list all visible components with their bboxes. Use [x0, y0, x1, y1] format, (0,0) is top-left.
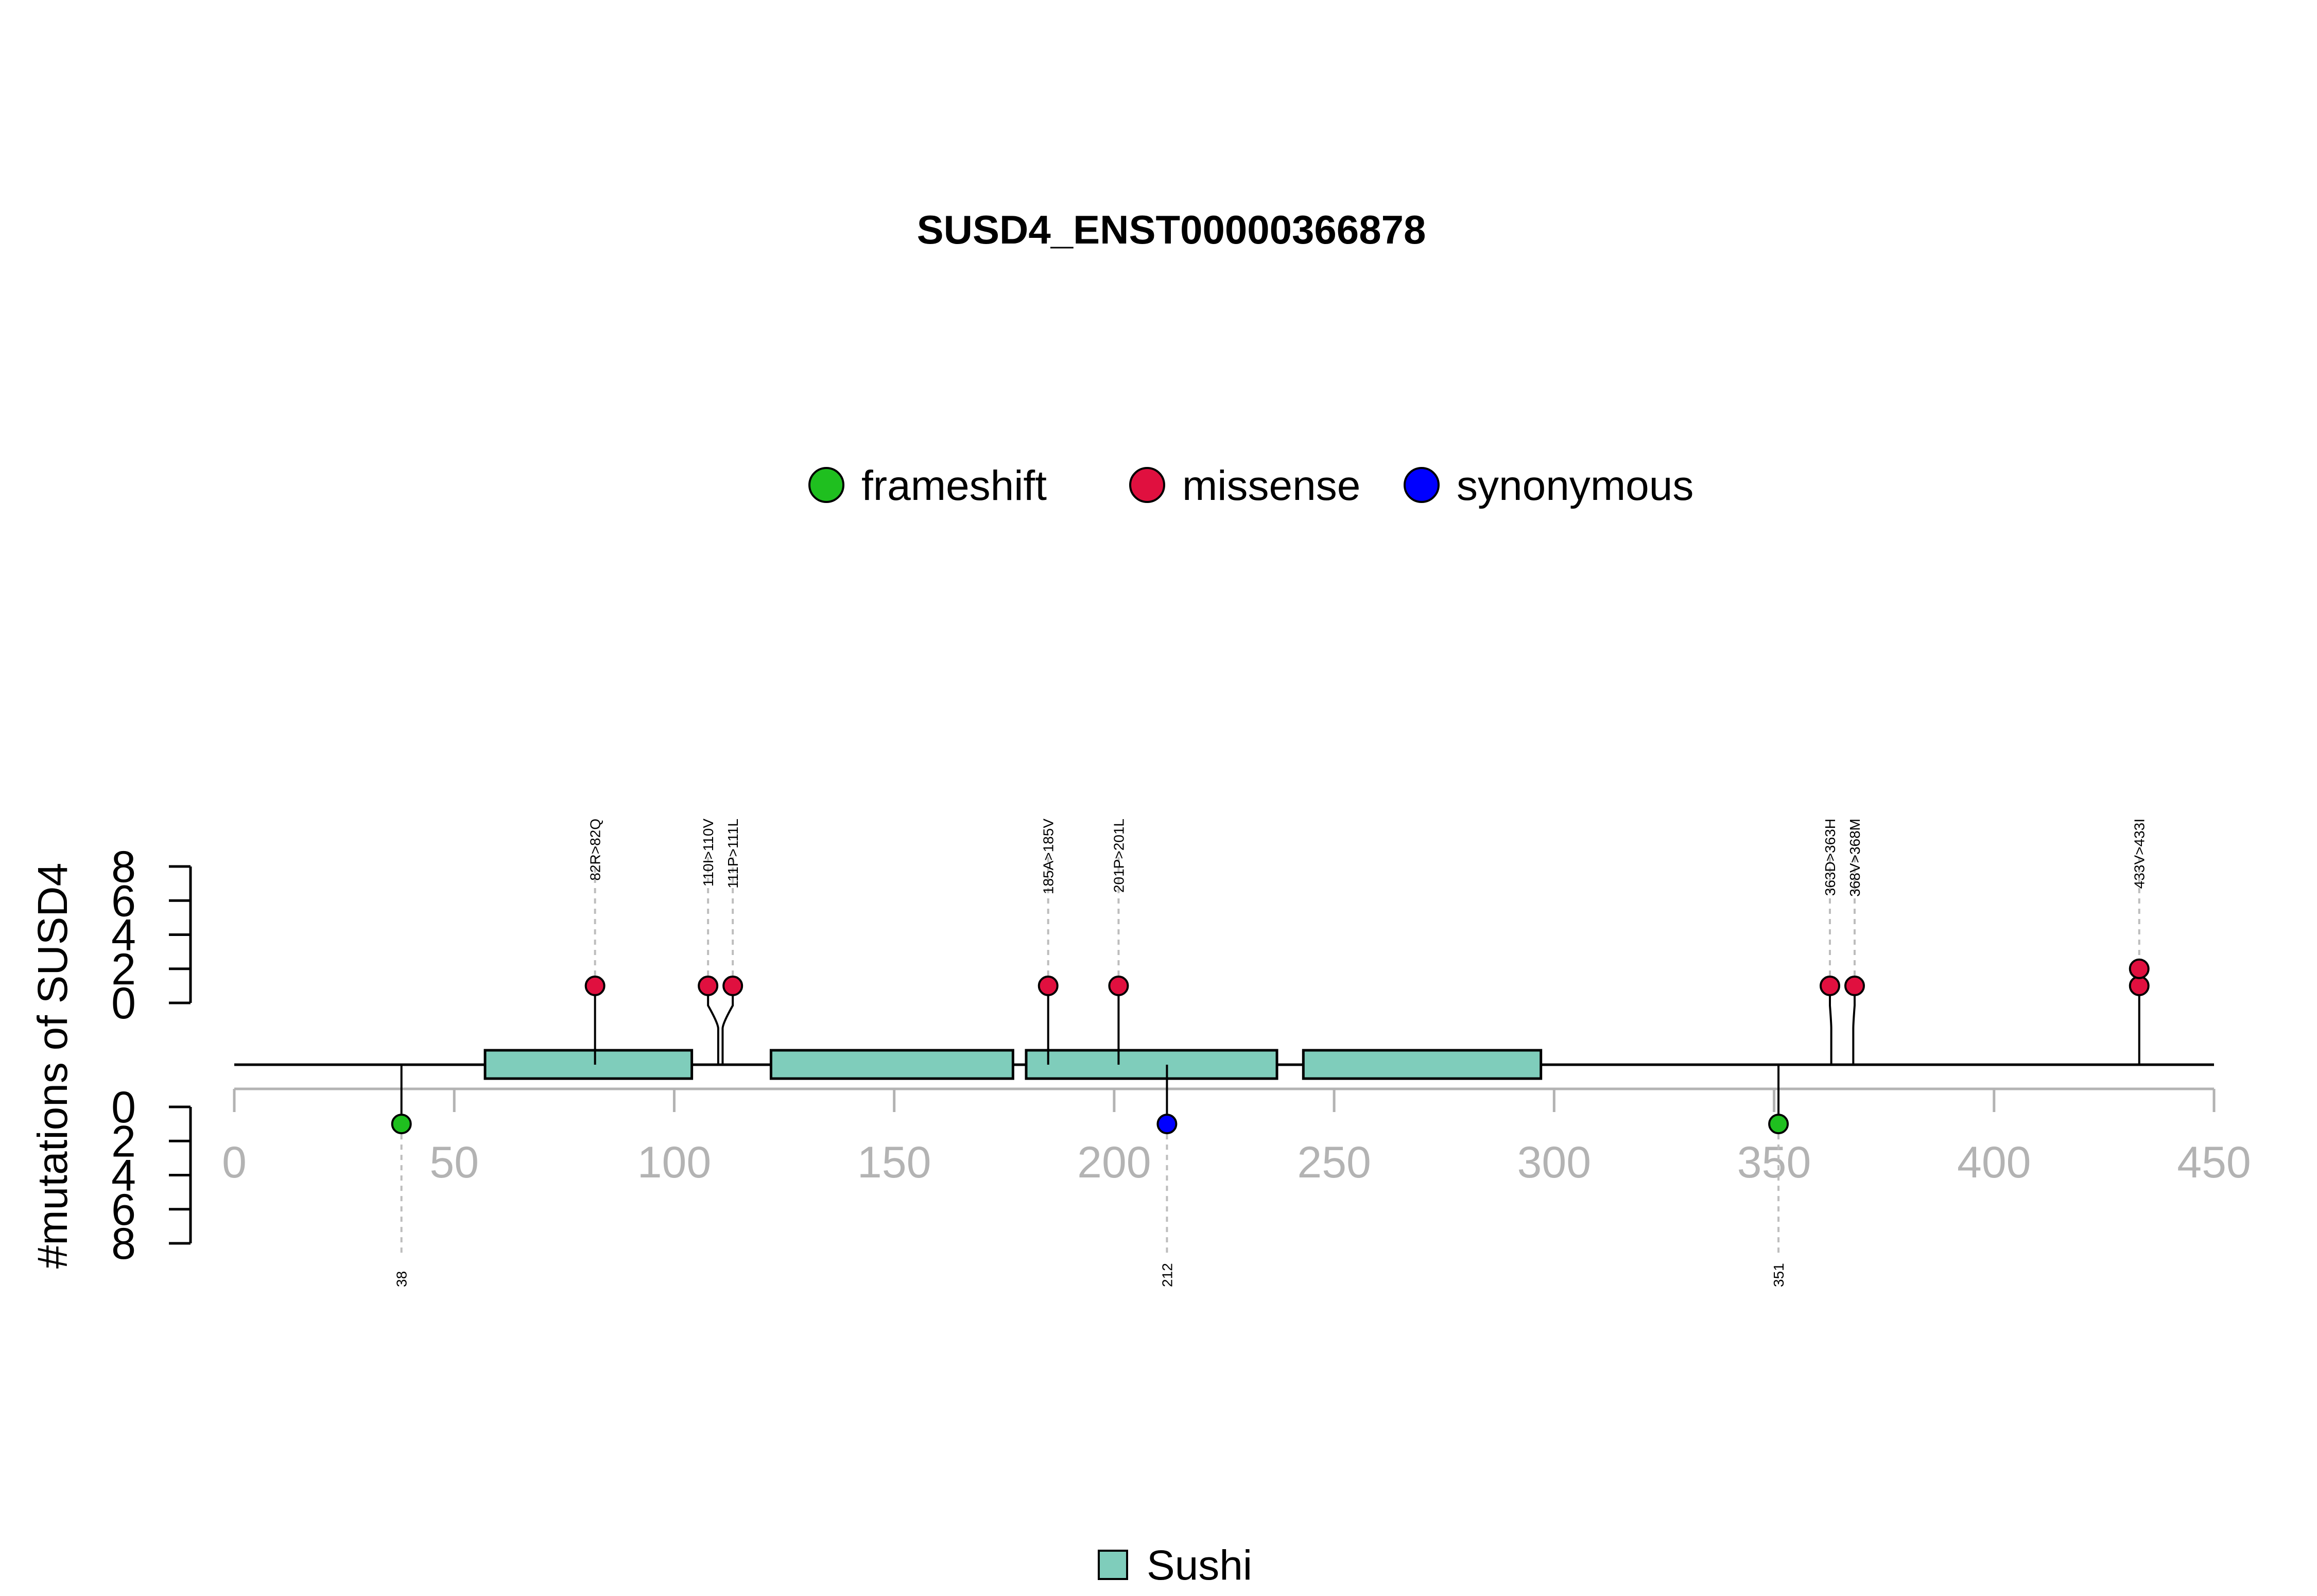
- sushi-legend-swatch: [1098, 1550, 1128, 1580]
- chart-title: SUSD4_ENST00000366878: [917, 207, 1426, 252]
- bottom-y-tick-label: 2: [111, 1117, 136, 1166]
- frameshift-legend-marker: [808, 467, 844, 503]
- missense-mutation-marker: [1038, 975, 1059, 996]
- mutation-label: 185A>185V: [1041, 819, 1057, 894]
- mutation-label: 201P>201L: [1111, 819, 1127, 893]
- domains: [483, 1049, 1543, 1080]
- synonymous-legend-marker: [1404, 467, 1440, 503]
- x-tick-label: 150: [857, 1138, 931, 1187]
- x-axis: 0 50 100 150 200 250 300 350 400 450: [222, 1087, 2251, 1187]
- missense-mutation-marker: [584, 975, 606, 996]
- top-y-tick-label: 2: [111, 945, 136, 994]
- frameshift-mutation-marker: [391, 1114, 412, 1135]
- x-tick-label: 350: [1737, 1138, 1811, 1187]
- mutation-stem: [721, 985, 734, 1065]
- mutation-label: 82R>82Q: [587, 819, 603, 881]
- mutation-label: 433V>433I: [2132, 819, 2148, 889]
- sushi-legend-label: Sushi: [1147, 1542, 1252, 1589]
- mutation-lollipops: 82R>82Q 110I>110V 111P>111L 185A>185V 201P>2…: [391, 819, 2150, 1287]
- top-y-tick-label: 8: [111, 842, 136, 892]
- mutation-label: 38: [394, 1271, 410, 1287]
- sushi-domain-3: [1025, 1049, 1278, 1080]
- missense-mutation-marker: [2129, 975, 2150, 996]
- mutation-stem: [1828, 985, 1832, 1065]
- top-y-tick-label: 6: [111, 876, 136, 926]
- mutation-label: 111P>111L: [725, 819, 741, 889]
- x-tick-label: 250: [1297, 1138, 1371, 1187]
- mutation-label: 368V>368M: [1847, 819, 1863, 897]
- top-y-tick-label: 4: [111, 911, 136, 960]
- x-tick-label: 300: [1517, 1138, 1592, 1187]
- x-tick-label: 50: [429, 1138, 479, 1187]
- sushi-domain-2: [769, 1049, 1014, 1080]
- missense-mutation-marker: [722, 975, 743, 996]
- mutation-type-legend: frameshift missense synonymous: [808, 462, 1693, 509]
- x-tick-label: 100: [637, 1138, 712, 1187]
- sushi-domain-4: [1302, 1049, 1543, 1080]
- missense-mutation-marker: [1844, 975, 1865, 996]
- mutation-label: 110I>110V: [700, 819, 716, 887]
- missense-mutation-marker: [2129, 958, 2150, 979]
- mutation-label: 212: [1159, 1263, 1175, 1287]
- mutation-label: 363D>363H: [1822, 819, 1838, 896]
- missense-mutation-marker: [698, 975, 719, 996]
- x-tick-label: 0: [222, 1138, 247, 1187]
- top-y-tick-label: 0: [111, 979, 136, 1028]
- y-axis-label: #mutations of SUSD4: [29, 863, 76, 1269]
- frameshift-mutation-marker: [1768, 1114, 1789, 1135]
- missense-mutation-marker: [1819, 975, 1840, 996]
- mutation-stem: [707, 985, 719, 1065]
- mutation-stem: [1852, 985, 1856, 1065]
- frameshift-legend-label: frameshift: [861, 462, 1047, 509]
- x-tick-label: 450: [2177, 1138, 2251, 1187]
- synonymous-mutation-marker: [1156, 1114, 1178, 1135]
- missense-legend-marker: [1129, 467, 1165, 503]
- bottom-y-tick-label: 4: [111, 1151, 136, 1201]
- missense-legend-label: missense: [1182, 462, 1360, 509]
- bottom-y-tick-label: 0: [111, 1083, 136, 1132]
- domain-legend: Sushi: [1098, 1542, 1252, 1589]
- missense-mutation-marker: [1108, 975, 1129, 996]
- synonymous-legend-label: synonymous: [1457, 462, 1693, 509]
- bottom-y-tick-label: 8: [111, 1219, 136, 1269]
- sushi-domain-1: [483, 1049, 694, 1080]
- mutation-label: 351: [1771, 1263, 1787, 1287]
- bottom-y-tick-label: 6: [111, 1185, 136, 1235]
- x-tick-label: 400: [1957, 1138, 2031, 1187]
- x-tick-label: 200: [1077, 1138, 1151, 1187]
